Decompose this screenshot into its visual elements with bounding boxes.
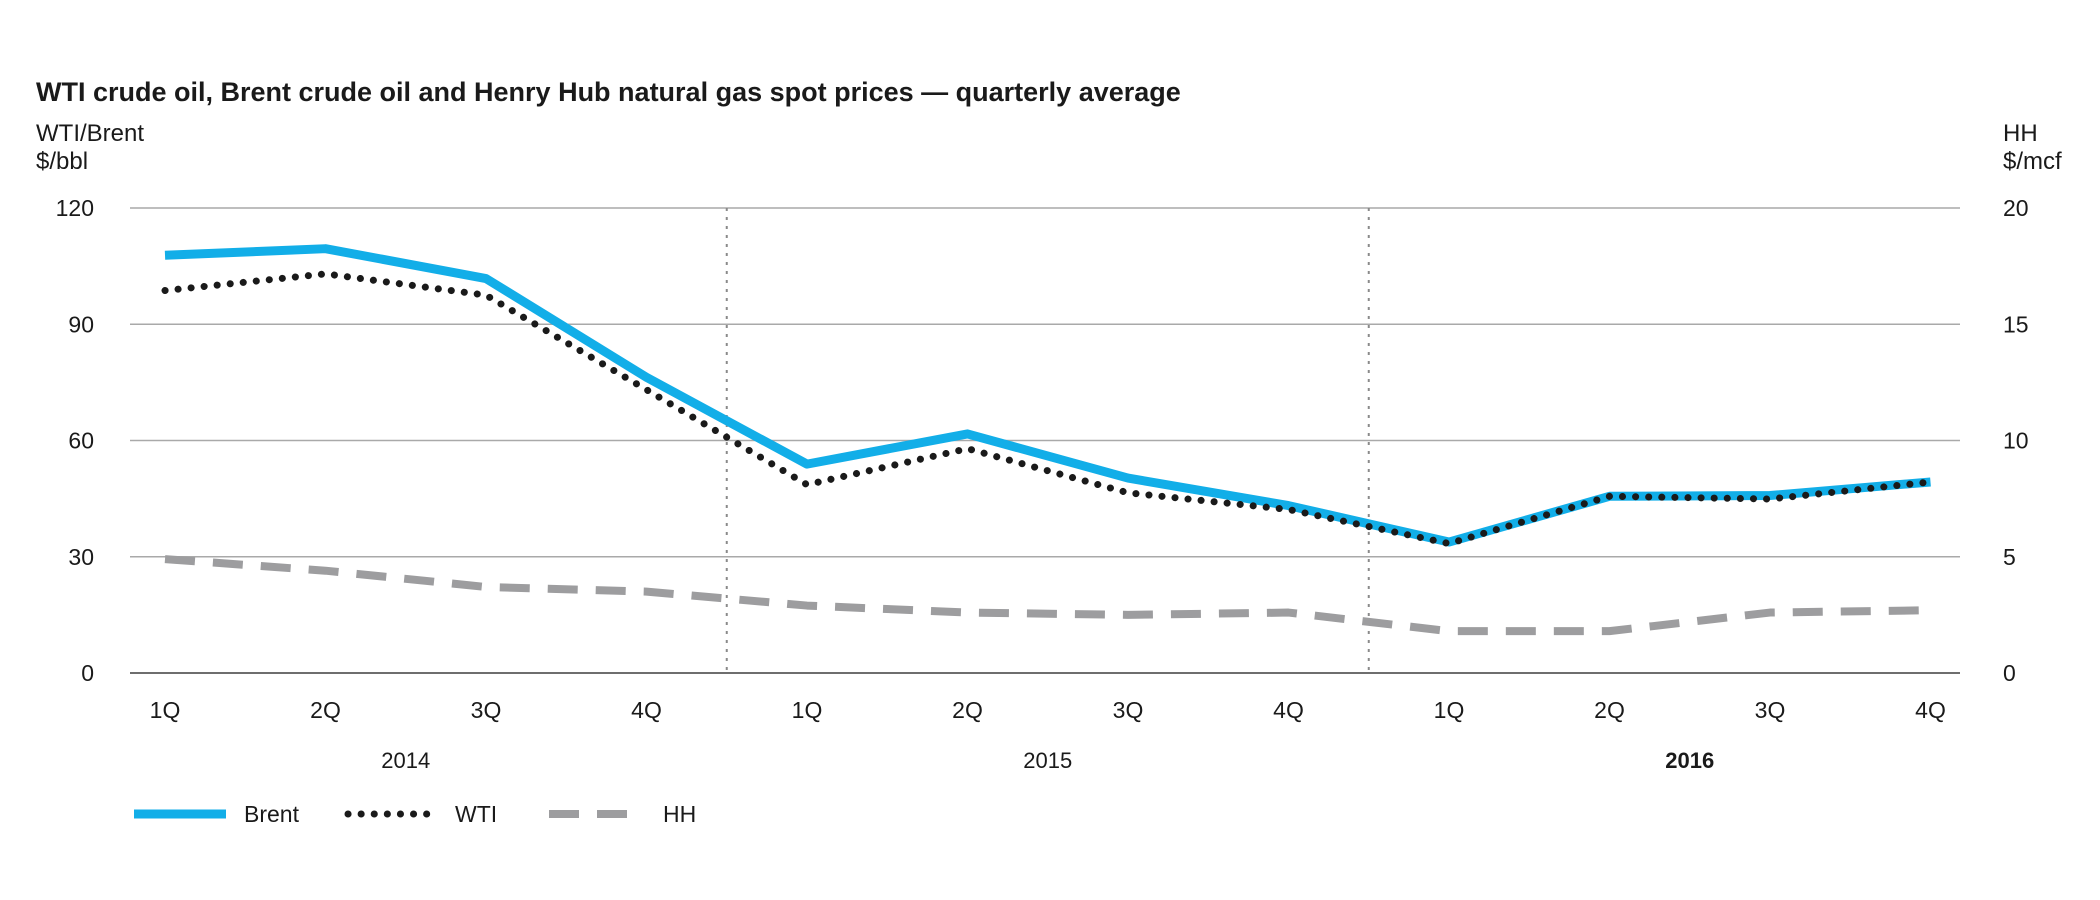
x-tick-label: 3Q (471, 697, 502, 723)
year-label-2015: 2015 (1023, 748, 1072, 773)
right-tick-label: 5 (2003, 544, 2016, 570)
year-label-2014: 2014 (381, 748, 430, 773)
right-tick-label: 0 (2003, 660, 2016, 686)
legend: Brent WTI HH (134, 801, 696, 827)
right-axis-label-line2: $/mcf (2003, 148, 2062, 175)
x-tick-labels: 1Q 2Q 3Q 4Q 1Q 2Q 3Q 4Q 1Q 2Q 3Q 4Q (150, 697, 1946, 723)
left-tick-labels: 120 90 60 30 0 (56, 195, 94, 686)
x-tick-label: 2Q (952, 697, 983, 723)
left-axis-label-line1: WTI/Brent (36, 120, 144, 147)
legend-label-wti: WTI (455, 801, 497, 827)
year-labels: 2014 2015 2016 (381, 748, 1714, 773)
x-tick-label: 3Q (1113, 697, 1144, 723)
x-tick-label: 2Q (1594, 697, 1625, 723)
x-tick-label: 2Q (310, 697, 341, 723)
year-label-2016: 2016 (1665, 748, 1714, 773)
left-tick-label: 60 (68, 428, 94, 454)
left-tick-label: 120 (56, 195, 94, 221)
series-line-hh (164, 555, 1931, 636)
left-tick-label: 30 (68, 544, 94, 570)
right-tick-label: 10 (2003, 428, 2029, 454)
x-tick-label: 1Q (150, 697, 181, 723)
chart-title: WTI crude oil, Brent crude oil and Henry… (36, 77, 1181, 107)
right-tick-label: 15 (2003, 311, 2029, 337)
year-separators (725, 208, 1370, 673)
x-tick-label: 1Q (792, 697, 823, 723)
x-tick-label: 4Q (1915, 697, 1946, 723)
legend-label-brent: Brent (244, 801, 300, 827)
right-axis-label-line1: HH (2003, 120, 2038, 147)
x-tick-label: 3Q (1755, 697, 1786, 723)
right-tick-labels: 20 15 10 5 0 (2003, 195, 2029, 686)
legend-label-hh: HH (663, 801, 696, 827)
x-tick-label: 1Q (1434, 697, 1465, 723)
left-axis-label-line2: $/bbl (36, 148, 88, 175)
series-line-wti (161, 270, 1934, 548)
series-lines (161, 244, 1934, 636)
series-line-brent (164, 244, 1931, 547)
left-tick-label: 0 (81, 660, 94, 686)
left-tick-label: 90 (68, 311, 94, 337)
x-tick-label: 4Q (631, 697, 662, 723)
gridlines (130, 207, 1960, 674)
right-tick-label: 20 (2003, 195, 2029, 221)
x-tick-label: 4Q (1273, 697, 1304, 723)
